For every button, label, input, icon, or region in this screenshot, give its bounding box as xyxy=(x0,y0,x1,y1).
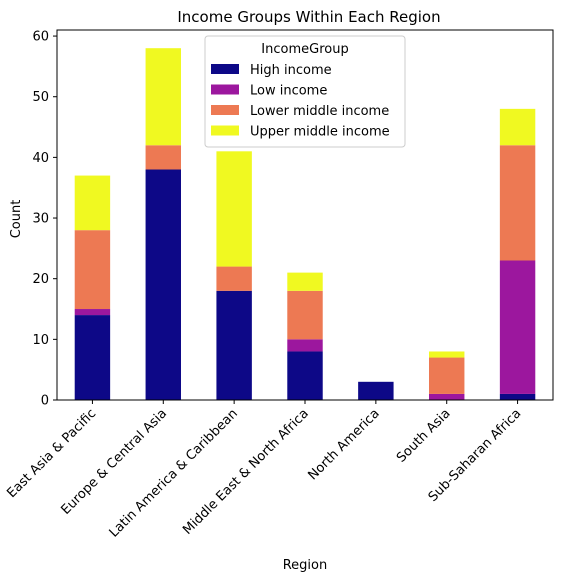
bar-segment xyxy=(287,272,323,291)
y-tick-label: 20 xyxy=(32,272,49,287)
bar-segment xyxy=(145,48,181,146)
bar-segment xyxy=(499,260,536,394)
bar-segment xyxy=(499,145,536,261)
legend-entry: High income xyxy=(250,63,332,78)
legend-entry: Lower middle income xyxy=(250,104,389,119)
legend: IncomeGroup High income Low income Lower m… xyxy=(204,35,406,148)
bar-segment xyxy=(429,351,465,358)
y-tick-label: 10 xyxy=(32,333,49,348)
bar-segment xyxy=(216,151,252,267)
bar-segment xyxy=(358,381,394,400)
bar-segment xyxy=(145,169,181,400)
legend-title: IncomeGroup xyxy=(261,42,348,57)
bar-segment xyxy=(74,230,111,310)
legend-entry: Upper middle income xyxy=(250,125,390,140)
y-tick-label: 30 xyxy=(32,212,49,227)
bars-layer xyxy=(74,48,536,400)
x-tick-label: South Asia xyxy=(394,406,454,466)
bar-segment xyxy=(287,290,323,340)
bar-segment xyxy=(145,145,181,170)
bar-segment xyxy=(499,108,536,146)
legend-swatch xyxy=(211,64,239,74)
bar-segment xyxy=(216,266,252,291)
legend-frame xyxy=(204,35,406,148)
bar-segment xyxy=(287,339,323,352)
legend-entry: Low income xyxy=(250,84,327,99)
legend-swatch xyxy=(211,105,239,115)
y-tick-label: 60 xyxy=(32,30,49,45)
legend-swatch xyxy=(211,84,239,95)
bar-segment xyxy=(74,309,111,316)
y-tick-label: 0 xyxy=(41,394,49,409)
bar-segment xyxy=(74,315,111,400)
legend-swatch xyxy=(211,125,239,136)
bar-segment xyxy=(216,290,252,400)
chart-title: Income Groups Within Each Region xyxy=(177,8,440,26)
y-tick-label: 40 xyxy=(32,151,49,166)
bar-segment xyxy=(429,357,465,394)
bar-segment xyxy=(429,393,465,400)
bar-segment xyxy=(287,351,323,400)
bar-segment xyxy=(499,393,536,400)
y-axis-label: Count xyxy=(9,200,24,239)
x-axis-label: Region xyxy=(283,558,328,573)
x-tick-label: Latin America & Caribbean xyxy=(107,406,241,540)
bar-segment xyxy=(74,175,111,231)
x-tick-label: Middle East & North Africa xyxy=(180,406,312,538)
y-tick-label: 50 xyxy=(32,90,49,105)
x-tick-label: North America xyxy=(306,406,383,483)
